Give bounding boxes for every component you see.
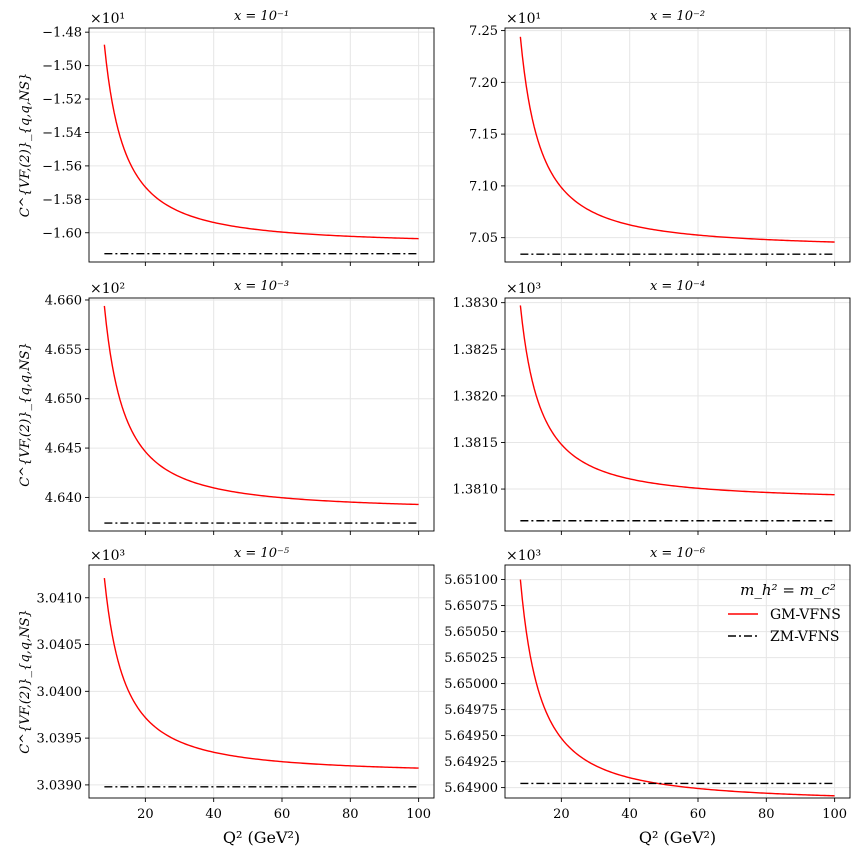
plot-frame — [88, 564, 435, 799]
series-line-gm-vfns — [103, 44, 419, 240]
y-tick-label-1: 3.0395 — [37, 732, 83, 747]
y-axis-label: C^{VF,(2)}_{q,q,NS} — [18, 73, 33, 218]
offset-label: ×10³ — [90, 548, 125, 564]
y-tick-label-3: 5.64975 — [444, 703, 498, 718]
plot-frame — [504, 297, 851, 532]
y-tick-label-6: −1.60 — [42, 226, 82, 241]
legend-title: m_h² = m_c² — [740, 581, 836, 599]
panel-3: 4.640 4.645 4.650 4.655 4.660 — [45, 293, 435, 535]
y-tick-label-3: 7.20 — [469, 76, 498, 91]
offset-label: ×10³ — [506, 281, 541, 297]
offset-label: ×10¹ — [90, 11, 125, 27]
panel-title: x = 10⁻⁶ — [650, 546, 705, 561]
y-tick-label-0: 3.0390 — [37, 778, 83, 793]
y-tick-label-1: −1.50 — [42, 59, 82, 74]
x-tick-label-0: 20 — [137, 807, 154, 822]
plot-frame — [504, 27, 851, 263]
plot-frame — [504, 564, 851, 799]
panel-title: x = 10⁻³ — [234, 279, 289, 294]
y-tick-label-2: 3.0400 — [37, 685, 83, 700]
legend-entry-0: GM-VFNS — [770, 607, 841, 623]
y-tick-label-2: 5.64950 — [444, 729, 498, 744]
y-tick-label-0: 7.05 — [469, 231, 498, 246]
x-tick-label-1: 40 — [205, 807, 222, 822]
legend: m_h² = m_c² GM-VFNS ZM-VFNS — [728, 581, 841, 645]
plot-frame — [88, 27, 435, 263]
y-tick-label-2: 7.15 — [469, 128, 498, 143]
x-tick-label-2: 60 — [274, 807, 291, 822]
offset-label: ×10³ — [506, 548, 541, 564]
y-axis-label-group: C^{VF,(2)}_{q,q,NS} — [18, 342, 33, 487]
series-line-gm-vfns — [519, 36, 835, 243]
panel-title: x = 10⁻⁵ — [234, 546, 290, 561]
y-axis-label: C^{VF,(2)}_{q,q,NS} — [18, 609, 33, 754]
panel-4: 1.3810 1.3815 1.3820 1.3825 1.3830 — [453, 296, 851, 535]
y-tick-label-3: 4.655 — [45, 343, 82, 358]
panel-1: −1.48 −1.50 −1.52 −1.54 −1.56 −1.58 −1.60 — [42, 26, 435, 266]
panels-group: −1.48 −1.50 −1.52 −1.54 −1.56 −1.58 −1.60 ×10¹ x… — [18, 9, 851, 847]
x-tick-label-2: 60 — [690, 807, 707, 822]
y-tick-label-7: 5.65075 — [444, 599, 498, 614]
panel-2: 7.05 7.10 7.15 7.20 7.25 — [469, 24, 851, 266]
y-tick-label-4: −1.56 — [42, 159, 82, 174]
panel-title: x = 10⁻⁴ — [650, 279, 705, 294]
panel-6: 5.64900 5.64925 5.64950 5.64975 5.65000 5.650… — [444, 564, 851, 847]
series-line-gm-vfns — [103, 578, 419, 769]
y-tick-label-0: 4.640 — [45, 491, 82, 506]
y-tick-label-4: 4.660 — [45, 293, 82, 308]
y-tick-label-4: 1.3830 — [453, 296, 499, 311]
y-tick-label-0: 5.64900 — [444, 781, 498, 796]
y-tick-label-1: 5.64925 — [444, 755, 498, 770]
offset-label: ×10¹ — [506, 11, 541, 27]
panel-title: x = 10⁻¹ — [234, 9, 289, 24]
legend-entry-1: ZM-VFNS — [770, 629, 839, 645]
y-tick-label-5: −1.58 — [42, 193, 82, 208]
y-tick-label-1: 7.10 — [469, 179, 498, 194]
y-tick-label-4: 3.0410 — [37, 591, 83, 606]
x-tick-label-3: 80 — [758, 807, 775, 822]
y-tick-label-3: 3.0405 — [37, 638, 83, 653]
y-tick-label-0: −1.48 — [42, 26, 82, 41]
y-axis-label-group: C^{VF,(2)}_{q,q,NS} — [18, 609, 33, 754]
series-line-gm-vfns — [519, 579, 835, 797]
y-tick-label-5: 5.65025 — [444, 651, 498, 666]
y-axis-label-group: C^{VF,(2)}_{q,q,NS} — [18, 73, 33, 218]
x-axis-label: Q² (GeV²) — [639, 828, 716, 847]
y-tick-label-1: 4.645 — [45, 442, 82, 457]
y-tick-label-1: 1.3815 — [453, 436, 499, 451]
y-tick-label-6: 5.65050 — [444, 625, 498, 640]
y-tick-label-4: 5.65000 — [444, 677, 498, 692]
y-tick-label-2: 1.3820 — [453, 389, 499, 404]
x-tick-label-3: 80 — [342, 807, 359, 822]
series-line-gm-vfns — [103, 305, 419, 506]
y-tick-label-3: 1.3825 — [453, 343, 499, 358]
y-axis-label: C^{VF,(2)}_{q,q,NS} — [18, 342, 33, 487]
y-tick-label-2: −1.52 — [42, 93, 82, 108]
series-line-gm-vfns — [519, 305, 835, 496]
panel-title: x = 10⁻² — [650, 9, 705, 24]
y-tick-label-2: 4.650 — [45, 392, 82, 407]
panel-5: 3.0390 3.0395 3.0400 3.0405 3.0410 20 40 60 80 10… — [37, 564, 435, 847]
y-tick-label-0: 1.3810 — [453, 483, 499, 498]
y-tick-label-8: 5.65100 — [444, 573, 498, 588]
x-tick-label-0: 20 — [553, 807, 570, 822]
x-tick-label-1: 40 — [621, 807, 638, 822]
x-tick-label-4: 100 — [406, 807, 431, 822]
y-tick-label-3: −1.54 — [42, 126, 82, 141]
offset-label: ×10² — [90, 281, 125, 297]
y-tick-label-4: 7.25 — [469, 24, 498, 39]
x-axis-label: Q² (GeV²) — [223, 828, 300, 847]
x-tick-label-4: 100 — [822, 807, 847, 822]
plot-frame — [88, 297, 435, 532]
